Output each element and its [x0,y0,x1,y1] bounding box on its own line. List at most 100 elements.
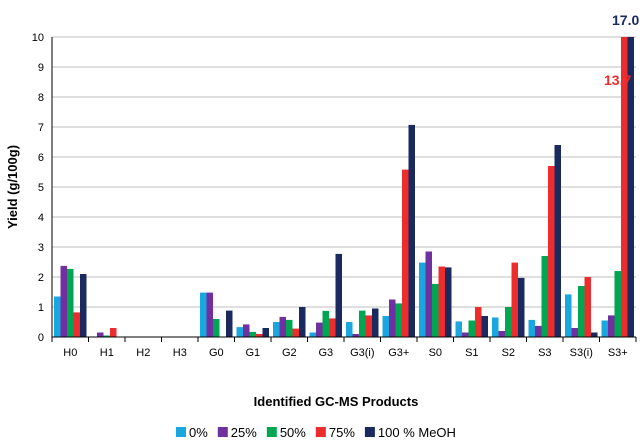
x-tick-label: S1 [465,347,478,359]
bar-S3-0 [528,319,535,337]
x-tick-label: G1 [245,347,260,359]
y-tick-label: 10 [32,32,44,44]
bar-G3-50 [322,310,329,337]
x-tick-label: H3 [173,347,187,359]
bar-S2-50 [505,307,512,337]
bar-G3+-100MeOH [408,124,415,338]
y-tick-label: 0 [38,332,44,344]
x-tick-label: S0 [429,347,442,359]
bar-G0-0 [200,292,207,337]
bar-G3-75 [329,318,336,337]
x-tick-label: H0 [63,347,77,359]
gridlines [52,36,636,308]
bar-G3(i)-50 [359,310,366,337]
bar-S3(i)-75 [584,277,591,337]
bar-G0-50 [213,319,220,337]
annotation-label: 17.0 [612,12,639,28]
bar-H0-0 [54,296,61,337]
bar-H1-25 [97,332,104,337]
y-tick-label: 6 [38,152,44,164]
bar-S0-50 [432,283,439,337]
bar-S3(i)-0 [565,294,572,337]
bar-G2-100MeOH [299,307,306,337]
x-tick-label: G0 [209,347,224,359]
y-tick-label: 9 [38,62,44,74]
bar-S3+-75 [621,37,628,337]
bar-S1-25 [462,332,469,337]
bar-G1-50 [249,331,256,337]
x-tick-labels: H0 H1 H2 H3 G0 G1 G2 G3 G3(i) G3+ S0 S1 S2 S3 S3(i) S3+ [63,347,627,359]
bar-S1-100MeOH [481,316,488,337]
bar-S3-25 [535,325,542,337]
bar-G3(i)-100MeOH [372,308,379,337]
bar-S2-0 [492,317,499,337]
bar-G3-100MeOH [335,253,342,337]
bar-G3-25 [316,322,323,337]
x-tick-label: S3+ [608,347,628,359]
bar-S1-50 [468,320,475,337]
y-axis-title: Yield (g/100g) [5,145,20,229]
bar-S3+-25 [608,315,615,337]
bar-S3(i)-25 [571,328,578,337]
y-tick-label: 8 [38,92,44,104]
x-tick-label: G3 [318,347,333,359]
bar-G1-75 [256,334,263,337]
bar-H0-50 [67,268,74,337]
bar-G3+-75 [402,169,409,337]
legend-swatch [176,427,186,437]
x-axis-title: Identified GC-MS Products [254,394,419,409]
legend-swatch [266,427,277,437]
legend-label: 0% [189,425,208,440]
legend-swatch [217,427,228,437]
axes [51,37,637,342]
bar-S0-100MeOH [445,267,452,337]
x-tick-label: S2 [502,347,515,359]
bar-S3-75 [548,166,555,337]
bar-S0-0 [419,262,426,337]
bar-G1-25 [243,324,250,337]
x-tick-label: H2 [136,347,150,359]
y-tick-label: 3 [38,242,44,254]
legend-swatch [364,427,375,437]
y-tick-label: 1 [38,302,44,314]
bar-S0-75 [438,266,445,337]
x-tick-label: G2 [282,347,297,359]
bar-G3+-50 [395,303,402,337]
bar-H0-75 [73,312,80,337]
bar-S3(i)-50 [578,286,585,337]
bar-S3-50 [541,256,548,337]
legend-label: 50% [280,425,306,440]
value-annotations: 13.7 17.0 [604,12,639,88]
bar-S2-100MeOH [518,277,525,337]
x-tick-label: G3(i) [350,347,374,359]
bar-S2-75 [511,262,518,337]
bar-H0-100MeOH [80,274,87,337]
bar-G0-100MeOH [226,310,233,337]
y-tick-label: 7 [38,122,44,134]
bar-G3+-25 [389,299,396,337]
bars [54,37,634,338]
bar-G3+-0 [382,316,389,337]
legend-label: 75% [329,425,355,440]
bar-G1-0 [236,327,243,337]
bar-G3-0 [309,332,316,337]
y-tick-labels: 0 1 2 3 4 5 6 7 8 9 10 [32,32,44,344]
legend-swatch [315,427,326,437]
bar-S1-0 [455,321,462,337]
y-tick-label: 4 [38,212,44,224]
bar-H1-75 [110,328,117,337]
bar-S3(i)-100MeOH [591,332,598,337]
bar-S0-25 [425,251,432,337]
x-tick-label: S3(i) [570,347,593,359]
x-tick-label: G3+ [388,347,409,359]
bar-H1-50 [103,335,110,337]
bar-S3+-0 [601,320,608,337]
bar-S3+-100MeOH [627,37,634,337]
bar-G2-25 [279,316,286,337]
bar-G2-75 [292,328,299,337]
y-tick-label: 5 [38,182,44,194]
bar-S3+-50 [614,271,621,337]
legend-label: 100 % MeOH [378,425,456,440]
bar-G2-50 [286,319,293,337]
